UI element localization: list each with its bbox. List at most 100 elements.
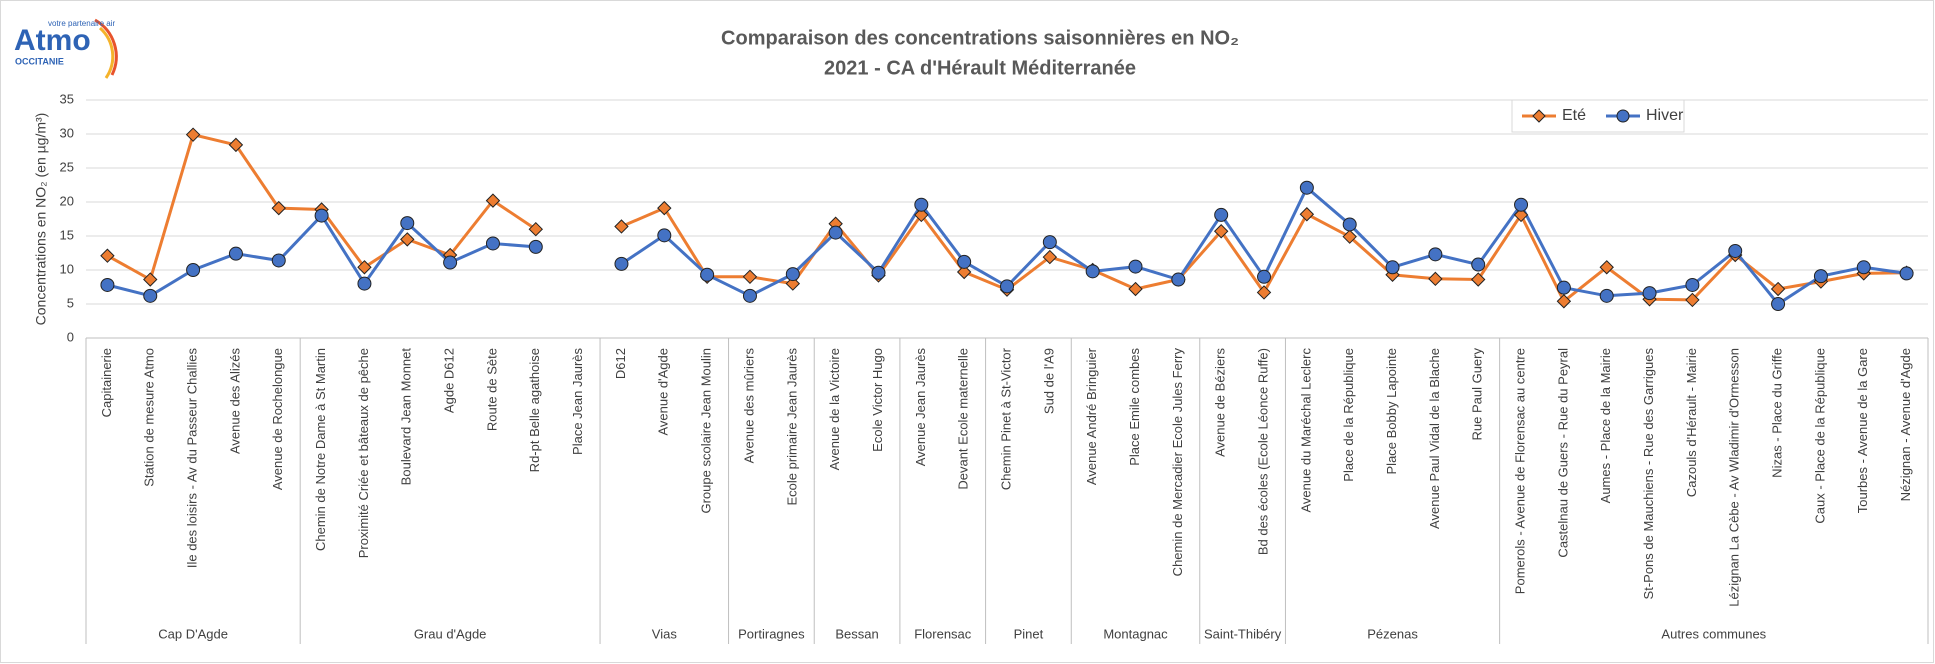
x-tick-label: Rd-pt Belle agathoise — [527, 348, 542, 472]
marker — [1299, 180, 1314, 195]
marker — [271, 253, 286, 268]
marker — [785, 276, 801, 291]
y-tick-label: 10 — [60, 261, 74, 276]
y-tick-label: 5 — [67, 295, 74, 310]
marker — [1514, 197, 1529, 212]
marker — [400, 216, 415, 231]
marker — [1085, 264, 1100, 279]
marker — [1599, 288, 1614, 303]
x-tick-label: St-Pons de Mauchiens - Rue des Garrigues — [1641, 348, 1656, 600]
marker — [228, 246, 243, 261]
marker — [443, 255, 458, 270]
x-tick-label: Castelnau de Guers - Rue du Peyral — [1555, 348, 1570, 558]
x-tick-label: Avenue Paul Vidal de la Blache — [1427, 348, 1442, 529]
x-tick-label: Lézignan La Cèbe - Av Wladimir d'Ormesso… — [1727, 348, 1742, 607]
marker — [357, 260, 372, 275]
x-tick-label: Ecole Victor Hugo — [870, 348, 885, 452]
marker — [271, 200, 286, 216]
marker — [1728, 243, 1743, 258]
marker — [871, 265, 886, 280]
marker — [1856, 260, 1871, 275]
x-tick-label: Station de mesure Atmo — [142, 348, 157, 487]
marker — [528, 221, 543, 237]
marker — [914, 207, 929, 223]
marker — [1556, 294, 1572, 309]
marker — [228, 137, 244, 153]
marker — [1256, 285, 1272, 300]
marker — [700, 267, 715, 282]
group-label: Vias — [652, 626, 678, 641]
marker — [100, 277, 115, 292]
x-tick-label: Avenue des Alizés — [227, 348, 242, 454]
marker — [357, 276, 372, 291]
x-tick-label: Pomerols - Avenue de Florensac au centre — [1512, 348, 1527, 594]
x-tick-label: Avenue de Rochelongue — [270, 348, 285, 490]
marker — [1385, 260, 1400, 275]
x-tick-label: Rue Paul Guery — [1470, 348, 1485, 441]
legend-box — [1511, 99, 1685, 133]
marker — [1171, 272, 1186, 287]
x-tick-label: Devant Ecole maternelle — [956, 348, 971, 490]
x-tick-label: Avenue d'Agde — [656, 348, 671, 436]
y-tick-label: 0 — [67, 329, 74, 344]
marker — [528, 239, 543, 254]
marker — [914, 197, 929, 212]
marker — [828, 225, 843, 240]
x-tick-label: Chemin Pinet à St-Victor — [998, 347, 1013, 490]
group-label: Pinet — [1014, 626, 1044, 641]
marker — [1771, 297, 1786, 311]
marker — [1513, 207, 1529, 223]
x-tick-label: Agde D612 — [442, 348, 457, 413]
marker — [185, 127, 201, 142]
chart-title: Comparaison des concentrations saisonniè… — [721, 27, 1239, 49]
x-tick-label: Cazouls d'Hérault - Mairie — [1684, 348, 1699, 497]
x-tick-label: Avenue de la Victoire — [827, 348, 842, 470]
group-label: Cap D'Agde — [158, 626, 228, 641]
x-tick-label: Ile des loisirs - Av du Passeur Challies — [185, 348, 200, 569]
x-tick-label: Capitainerie — [99, 348, 114, 417]
legend-label: Eté — [1562, 107, 1586, 124]
logo-name: Atmo — [14, 24, 91, 57]
x-tick-label: Place Jean Jaurès — [570, 348, 585, 455]
marker — [1556, 280, 1571, 295]
x-tick-label: Avenue de Béziers — [1213, 348, 1228, 457]
marker — [1642, 286, 1657, 301]
marker — [742, 288, 757, 303]
marker — [957, 254, 972, 269]
marker — [1471, 257, 1486, 272]
y-tick-label: 25 — [60, 159, 74, 174]
marker — [1342, 217, 1357, 232]
marker — [657, 200, 672, 216]
chart-subtitle: 2021 - CA d'Hérault Méditerranée — [824, 57, 1136, 79]
marker — [1428, 271, 1443, 287]
marker — [742, 269, 758, 285]
x-tick-label: Bd des écoles (Ecole Léonce Ruffe) — [1255, 348, 1270, 555]
legend-marker — [1616, 109, 1630, 123]
x-tick-label: Chemin de Mercadier Ecole Jules Ferry — [1170, 348, 1185, 577]
group-label: Portiragnes — [738, 626, 805, 641]
group-label: Florensac — [914, 626, 972, 641]
y-tick-label: 30 — [60, 125, 74, 140]
legend-marker — [1532, 109, 1546, 123]
marker — [1471, 272, 1486, 287]
marker — [1042, 235, 1057, 250]
x-tick-label: Avenue Jean Jaurès — [913, 348, 928, 467]
marker — [400, 232, 415, 247]
group-label: Bessan — [835, 626, 878, 641]
marker — [1042, 249, 1058, 265]
logo-arc — [94, 18, 118, 76]
marker — [485, 193, 501, 208]
marker — [143, 272, 158, 287]
marker — [1257, 269, 1272, 284]
x-tick-label: Route de Sète — [484, 348, 499, 431]
x-tick-label: Tourbes - Avenue de la Gare — [1855, 348, 1870, 513]
marker — [1214, 207, 1229, 222]
marker — [186, 263, 201, 277]
marker — [1299, 207, 1315, 222]
x-tick-label: Boulevard Jean Monnet — [399, 348, 414, 486]
marker — [614, 219, 629, 234]
group-label: Saint-Thibéry — [1204, 626, 1282, 641]
marker — [956, 264, 972, 280]
group-label: Montagnac — [1103, 626, 1168, 641]
